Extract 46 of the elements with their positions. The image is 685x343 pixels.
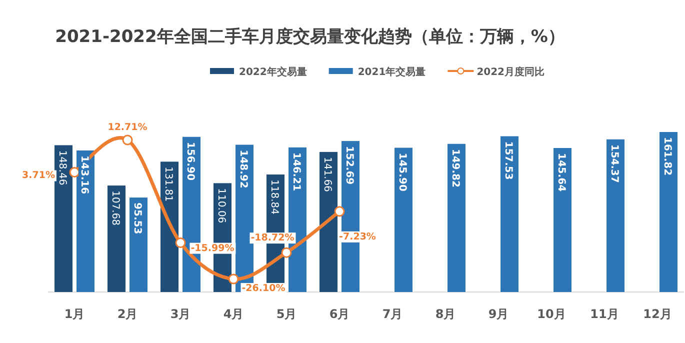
bar-label: 157.53 <box>502 140 514 181</box>
bar-label: 95.53 <box>132 202 142 236</box>
point <box>228 274 239 284</box>
x-tick-label: 10月 <box>537 307 566 321</box>
line-label: -7.23% <box>338 231 378 242</box>
line-label: -15.99% <box>190 242 236 254</box>
bar-label: 152.69 <box>344 145 354 186</box>
x-tick-label: 7月 <box>382 307 403 321</box>
bar-label: 146.21 <box>290 151 302 192</box>
x-tick-label: 2月 <box>117 307 138 321</box>
line-label: -26.10% <box>240 283 287 294</box>
x-tick-label: 5月 <box>276 307 297 321</box>
bar-label: 161.82 <box>662 136 672 177</box>
x-tick-label: 1月 <box>64 307 85 321</box>
x-tick-label: 12月 <box>643 307 672 321</box>
bar-label: 145.90 <box>396 152 408 192</box>
point <box>281 247 292 258</box>
line-label: 3.71% <box>21 170 56 182</box>
x-tick-label: 8月 <box>435 307 456 321</box>
x-tick-label: 6月 <box>329 307 350 321</box>
bar-label: 154.37 <box>608 143 620 184</box>
line-label: -18.72% <box>250 232 296 244</box>
bar-label: 145.64 <box>556 152 566 193</box>
point <box>69 166 80 178</box>
chart-title: 2021-2022年全国二手车月度交易量变化趋势（单位：万辆，%） <box>55 27 565 47</box>
point <box>334 206 345 217</box>
bar-label: 143.16 <box>78 154 90 196</box>
legend-label: 2022年交易量 <box>239 66 307 78</box>
bar-label: 149.82 <box>450 148 460 188</box>
bar-label: 118.84 <box>268 178 280 216</box>
x-tick-label: 4月 <box>223 307 244 321</box>
x-tick-label: 11月 <box>590 307 619 321</box>
point <box>122 134 133 146</box>
x-tick-label: 3月 <box>170 307 191 321</box>
bar-label: 107.68 <box>110 190 120 227</box>
x-tick-label: 9月 <box>488 307 509 321</box>
bar-label: 148.46 <box>56 149 68 186</box>
bar-label: 110.06 <box>216 187 226 224</box>
bar-label: 148.92 <box>238 148 248 190</box>
bar-label: 156.90 <box>184 140 196 182</box>
bar-label: 141.66 <box>322 156 332 193</box>
point <box>175 238 186 248</box>
legend-label: 2022月度同比 <box>476 66 545 78</box>
line-label: 12.71% <box>106 122 149 133</box>
bar-label: 131.81 <box>162 166 174 203</box>
legend-label: 2021年交易量 <box>358 66 426 78</box>
